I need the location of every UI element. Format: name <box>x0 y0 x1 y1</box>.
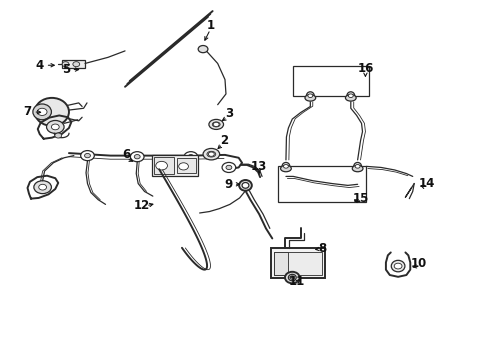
Bar <box>274 252 322 275</box>
Ellipse shape <box>285 272 299 283</box>
Text: 14: 14 <box>418 177 435 190</box>
Text: 3: 3 <box>224 107 232 120</box>
Bar <box>271 248 325 278</box>
Ellipse shape <box>239 180 251 191</box>
Circle shape <box>289 276 294 279</box>
Bar <box>61 60 85 68</box>
Circle shape <box>62 62 69 67</box>
Text: 9: 9 <box>224 178 233 191</box>
Circle shape <box>37 108 47 116</box>
Bar <box>154 157 173 174</box>
Text: 16: 16 <box>357 62 373 75</box>
Circle shape <box>307 94 312 98</box>
Text: 6: 6 <box>122 148 130 161</box>
Ellipse shape <box>390 260 404 272</box>
Circle shape <box>393 263 401 269</box>
Circle shape <box>178 163 188 170</box>
Ellipse shape <box>242 183 248 188</box>
Text: 8: 8 <box>318 242 326 255</box>
Circle shape <box>198 45 207 53</box>
Ellipse shape <box>346 92 354 100</box>
Text: 12: 12 <box>134 199 150 212</box>
Circle shape <box>225 165 231 170</box>
Circle shape <box>46 121 64 134</box>
Circle shape <box>39 184 46 190</box>
Ellipse shape <box>288 274 296 281</box>
Bar <box>152 155 198 176</box>
Ellipse shape <box>306 92 314 100</box>
Circle shape <box>84 153 90 158</box>
Ellipse shape <box>33 104 51 120</box>
Circle shape <box>222 162 235 172</box>
Circle shape <box>51 124 59 130</box>
Text: 2: 2 <box>220 134 227 147</box>
Ellipse shape <box>206 151 215 157</box>
Text: 7: 7 <box>23 105 32 118</box>
Text: 5: 5 <box>62 63 70 76</box>
Circle shape <box>347 94 352 98</box>
Bar <box>177 158 195 173</box>
Text: 1: 1 <box>206 19 214 32</box>
Text: 10: 10 <box>410 257 427 270</box>
Circle shape <box>34 181 51 194</box>
Ellipse shape <box>353 162 361 170</box>
Ellipse shape <box>212 122 220 127</box>
Bar <box>293 66 368 96</box>
Circle shape <box>213 122 219 127</box>
Ellipse shape <box>203 148 219 160</box>
Circle shape <box>208 152 214 156</box>
Ellipse shape <box>345 95 355 101</box>
Ellipse shape <box>282 162 289 170</box>
Circle shape <box>283 165 288 168</box>
Circle shape <box>130 152 144 162</box>
Ellipse shape <box>305 95 315 101</box>
Circle shape <box>183 152 197 162</box>
Text: 4: 4 <box>36 59 44 72</box>
Text: 13: 13 <box>250 160 267 173</box>
Circle shape <box>156 161 167 170</box>
Circle shape <box>55 133 61 138</box>
Text: 15: 15 <box>352 192 368 205</box>
Ellipse shape <box>208 120 223 130</box>
Circle shape <box>187 154 193 159</box>
Ellipse shape <box>280 165 291 172</box>
Text: 11: 11 <box>288 275 305 288</box>
Bar <box>277 166 366 202</box>
Bar <box>274 252 287 275</box>
Circle shape <box>354 165 359 168</box>
Ellipse shape <box>351 165 362 172</box>
Ellipse shape <box>35 98 69 126</box>
Circle shape <box>73 62 80 67</box>
Circle shape <box>81 150 94 161</box>
Circle shape <box>134 154 140 159</box>
